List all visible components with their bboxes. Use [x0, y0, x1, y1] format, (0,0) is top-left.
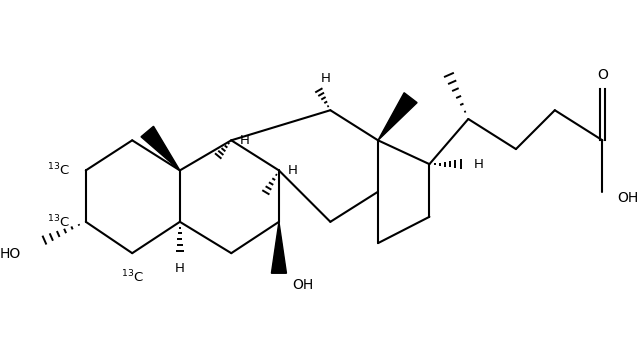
Text: HO: HO	[0, 247, 21, 262]
Polygon shape	[271, 222, 287, 273]
Text: H: H	[474, 158, 483, 171]
Text: H: H	[175, 262, 185, 275]
Text: O: O	[597, 68, 608, 82]
Text: $^{13}$C: $^{13}$C	[121, 269, 143, 285]
Text: H: H	[288, 164, 298, 177]
Text: OH: OH	[617, 191, 638, 205]
Text: $^{13}$C: $^{13}$C	[47, 213, 70, 230]
Text: H: H	[321, 72, 330, 85]
Polygon shape	[141, 126, 180, 171]
Text: $^{13}$C: $^{13}$C	[47, 162, 70, 179]
Polygon shape	[378, 93, 417, 140]
Text: H: H	[240, 134, 250, 147]
Text: OH: OH	[292, 277, 314, 292]
